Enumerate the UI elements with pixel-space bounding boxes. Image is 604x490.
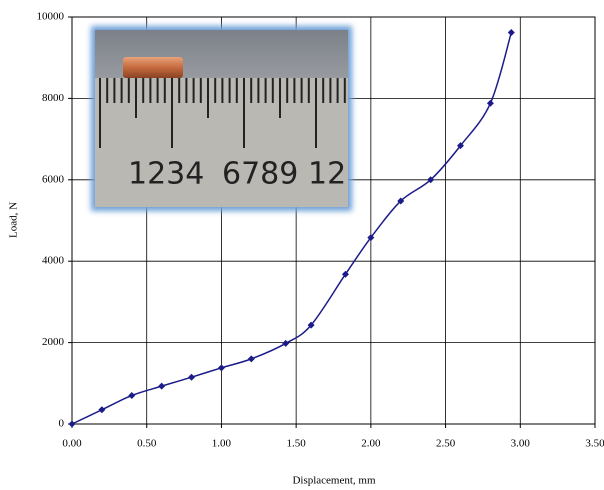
inset-photo: 1234 6789 123 xyxy=(91,26,365,211)
data-point xyxy=(341,270,349,278)
data-point xyxy=(397,197,405,205)
data-point xyxy=(367,234,375,242)
data-point xyxy=(217,364,225,372)
marks xyxy=(68,28,515,428)
x-tick-label: 1.50 xyxy=(287,438,307,450)
data-point xyxy=(98,406,106,414)
x-tick-label: 1.00 xyxy=(212,438,232,450)
x-axis-label: Displacement, mm xyxy=(292,475,376,487)
series-line xyxy=(71,32,513,425)
specimen xyxy=(123,57,183,78)
data-point xyxy=(128,392,136,400)
data-point xyxy=(247,355,255,363)
data-point xyxy=(307,321,315,329)
inset-annotation: 6789 xyxy=(222,157,298,192)
ruler-ticks: 1234 6789 123 xyxy=(99,78,365,192)
data-point xyxy=(68,420,76,428)
data-point xyxy=(282,339,290,347)
data-point xyxy=(158,382,166,390)
y-tick-label: 8000 xyxy=(42,92,65,104)
y-tick-label: 4000 xyxy=(42,255,65,267)
data-point xyxy=(188,373,196,381)
x-tick-label: 3.50 xyxy=(585,438,604,450)
x-tick-label: 0.50 xyxy=(137,438,157,450)
inset-annotation: 123 xyxy=(308,157,365,192)
y-tick-label: 6000 xyxy=(42,173,65,185)
y-axis-label: Load, N xyxy=(8,202,20,238)
x-tick-label: 2.00 xyxy=(361,438,381,450)
data-point xyxy=(486,99,494,107)
x-tick-label: 2.50 xyxy=(436,438,456,450)
plot-frame xyxy=(71,16,596,425)
y-tick-label: 10000 xyxy=(37,11,65,23)
data-point xyxy=(457,142,465,150)
data-point xyxy=(427,176,435,184)
y-tick-label: 2000 xyxy=(42,336,65,348)
y-tick-label: 0 xyxy=(59,418,65,430)
x-tick-label: 0.00 xyxy=(62,438,82,450)
inset-annotation: 1234 xyxy=(128,157,204,192)
data-point xyxy=(507,28,515,36)
x-tick-label: 3.00 xyxy=(511,438,531,450)
